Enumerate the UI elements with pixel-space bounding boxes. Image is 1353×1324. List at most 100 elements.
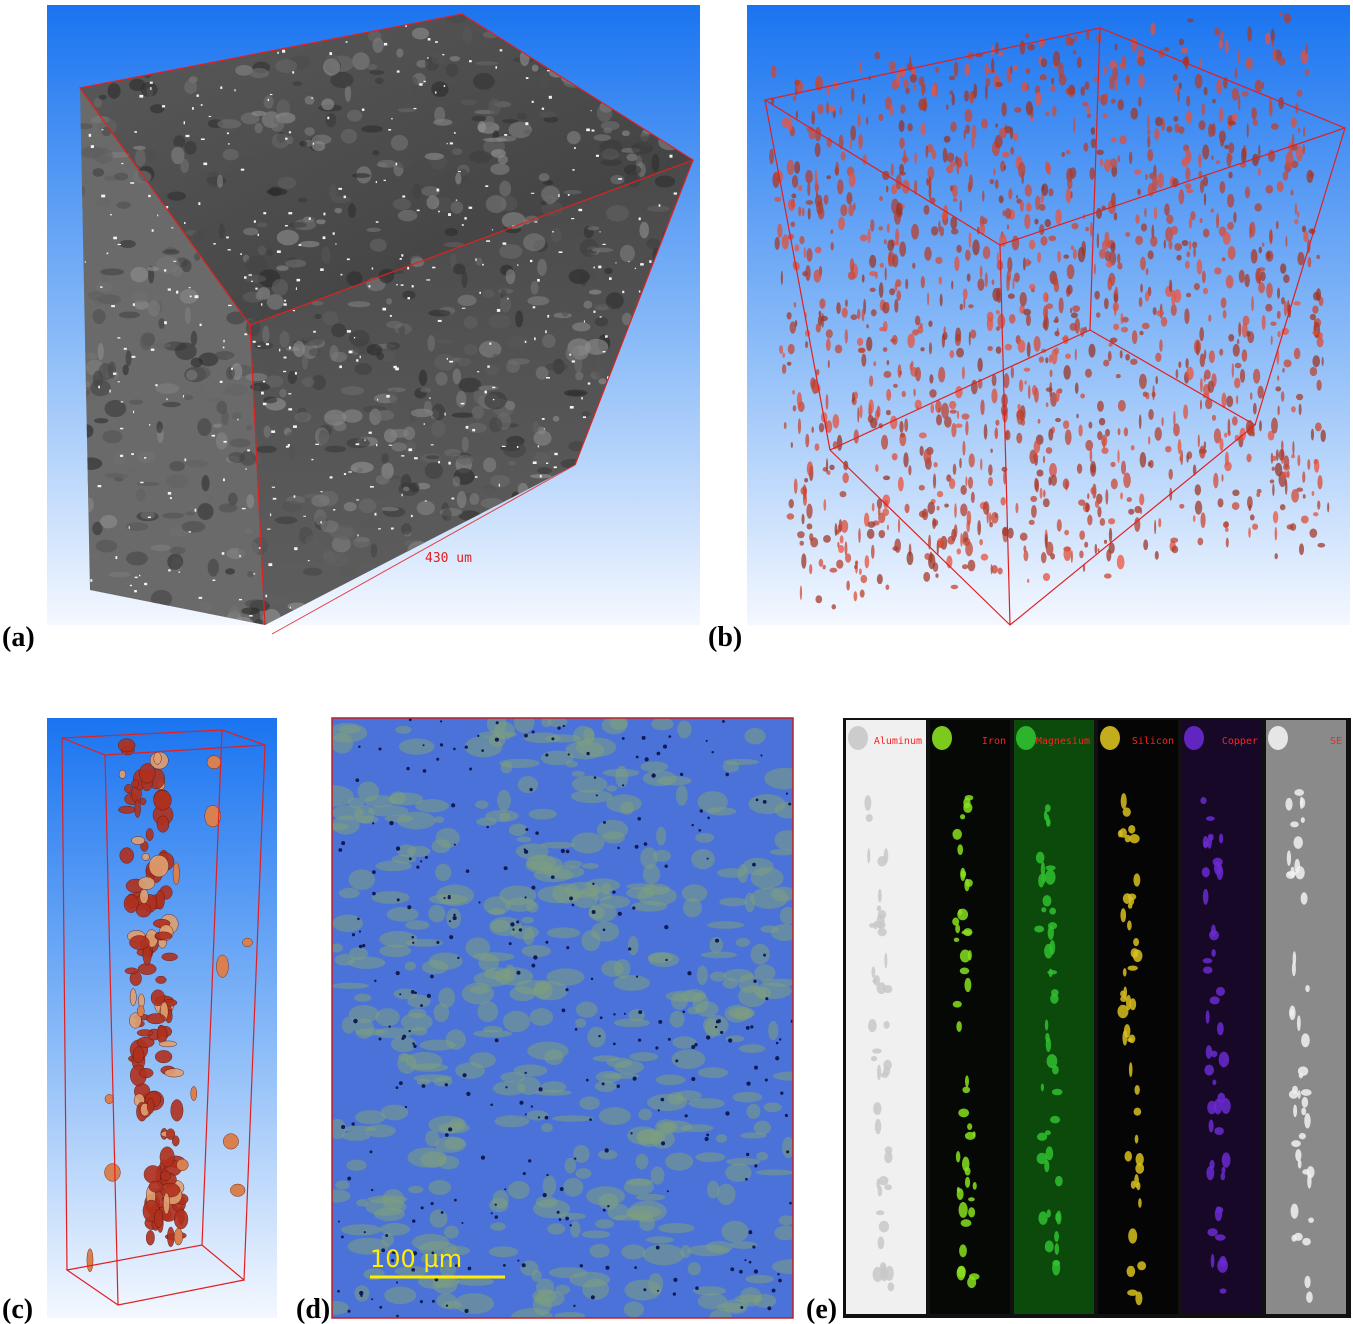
particle (637, 817, 641, 821)
particle (1170, 537, 1178, 542)
particle (399, 993, 401, 995)
particle (412, 1042, 415, 1045)
particle (1294, 219, 1298, 224)
particle (1254, 203, 1262, 211)
patch (398, 1053, 409, 1062)
particle (149, 855, 169, 877)
particle (461, 1222, 463, 1224)
particle (1139, 374, 1147, 389)
signal (1206, 1010, 1210, 1024)
signal (965, 1075, 969, 1087)
patch (348, 869, 374, 890)
particle (695, 1286, 699, 1290)
particle (1118, 428, 1121, 435)
particle (1121, 56, 1126, 68)
grain (352, 52, 370, 70)
particle (935, 573, 938, 578)
particle (924, 247, 931, 261)
particle (837, 435, 843, 451)
patch (476, 818, 496, 826)
signal (1203, 966, 1213, 973)
particle (397, 898, 400, 901)
particle (798, 185, 802, 191)
precipitate (189, 287, 191, 288)
precipitate (285, 225, 288, 226)
particle (425, 856, 428, 859)
particle (1079, 550, 1083, 558)
particle (491, 1212, 493, 1214)
particle (420, 1004, 423, 1007)
patch (774, 830, 800, 850)
signal (1206, 1045, 1213, 1059)
particle (1037, 252, 1041, 263)
grain (457, 491, 467, 508)
particle (793, 96, 797, 101)
particle (977, 278, 984, 290)
particle (1130, 108, 1138, 120)
particle (826, 394, 829, 410)
particle (1051, 349, 1057, 365)
particle (886, 186, 888, 193)
particle (1097, 401, 1104, 412)
precipitate (184, 458, 186, 461)
precipitate (201, 104, 203, 106)
signal (1207, 1101, 1216, 1114)
precipitate (288, 408, 292, 410)
particle (1256, 492, 1260, 497)
particle (155, 1050, 172, 1063)
particle (1077, 464, 1082, 474)
particle (1097, 233, 1099, 248)
particle (1139, 331, 1143, 335)
particle (858, 134, 863, 149)
grain (480, 487, 498, 498)
particle (1296, 394, 1303, 400)
particle (352, 933, 355, 936)
precipitate (213, 243, 215, 244)
signal (1133, 938, 1139, 946)
particle (860, 590, 865, 598)
particle (771, 65, 777, 78)
particle (962, 366, 965, 379)
particle (517, 971, 521, 975)
signal (1299, 1133, 1306, 1139)
patch (751, 867, 784, 889)
particle (774, 197, 781, 202)
grain (162, 402, 180, 407)
particle (933, 473, 936, 488)
particle (910, 363, 913, 370)
signal (871, 966, 875, 978)
patch (701, 952, 737, 959)
particle (396, 1315, 399, 1318)
signal (1204, 1065, 1214, 1076)
precipitate (584, 320, 585, 322)
particle (1247, 26, 1252, 41)
particle (969, 174, 973, 189)
particle (1253, 403, 1257, 415)
particle (899, 241, 906, 256)
particle (1291, 190, 1294, 196)
signal (1041, 1084, 1044, 1092)
precipitate (313, 143, 314, 145)
particle (1103, 437, 1106, 449)
signal (973, 1182, 977, 1190)
signal (1304, 1276, 1310, 1288)
grain (548, 449, 555, 456)
particle (896, 202, 903, 215)
patch (514, 1064, 548, 1076)
particle (1172, 546, 1179, 554)
particle (1171, 304, 1177, 316)
signal (1301, 1108, 1306, 1116)
signal (1301, 1089, 1312, 1096)
grain (108, 83, 121, 99)
particle (840, 535, 844, 543)
particle (399, 1081, 403, 1085)
particle (1046, 402, 1049, 407)
patch (606, 785, 617, 791)
particle (1024, 368, 1031, 372)
grain (431, 81, 448, 97)
particle (1040, 74, 1047, 80)
grain (372, 150, 379, 155)
patch (745, 1275, 774, 1283)
particle (795, 244, 800, 251)
particle (956, 245, 961, 253)
